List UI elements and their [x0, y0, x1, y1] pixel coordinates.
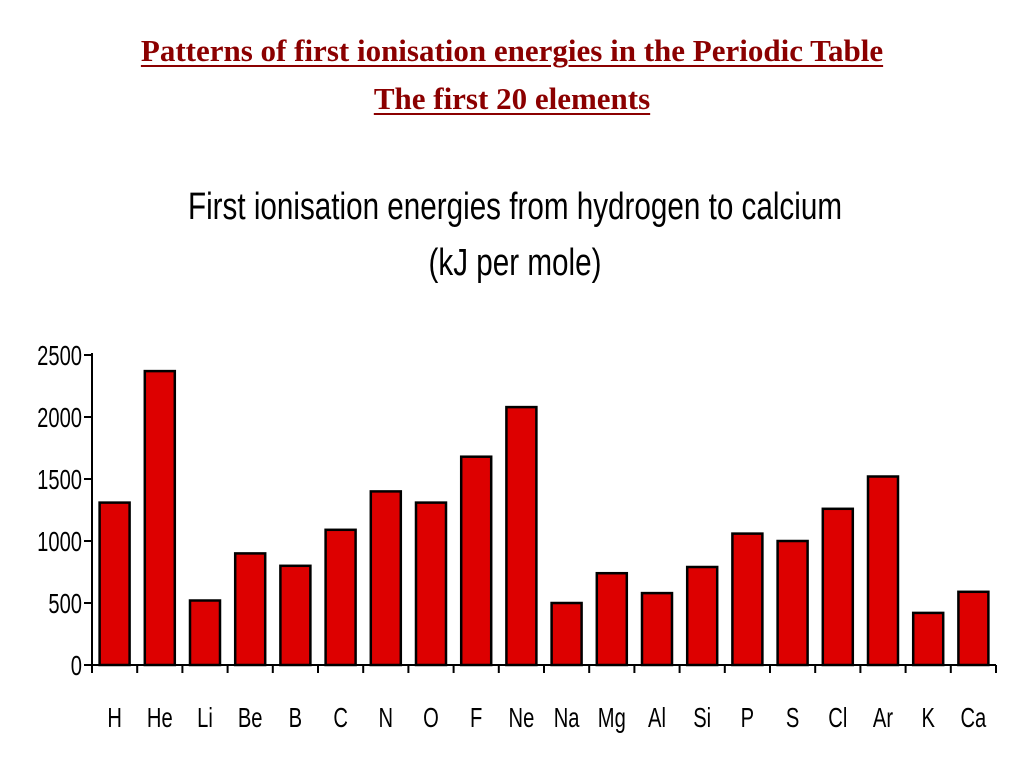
x-tick-label-li: Li: [197, 703, 213, 734]
x-tick-label-b: B: [289, 703, 302, 734]
y-tick-label: 1500: [37, 465, 82, 496]
bar-be: [233, 552, 267, 667]
bar-si: [685, 565, 719, 667]
x-tick-label-ar: Ar: [873, 703, 893, 734]
bar-b: [279, 564, 312, 667]
bar-ne: [505, 405, 538, 667]
bar-al: [640, 591, 674, 667]
bar-ar: [866, 475, 900, 667]
x-tick-label-he: He: [147, 703, 173, 734]
x-tick-label-cl: Cl: [828, 703, 847, 734]
x-tick-label-f: F: [470, 703, 482, 734]
x-tick-label-n: N: [379, 703, 394, 734]
x-tick-label-p: P: [741, 703, 754, 734]
bar-mg: [595, 571, 629, 667]
x-tick-label-al: Al: [648, 703, 666, 734]
x-tick-label-o: O: [423, 703, 439, 734]
y-tick-label: 500: [48, 589, 82, 620]
bar-he: [143, 369, 177, 667]
x-tick-label-si: Si: [693, 703, 711, 734]
chart-subtitle: (kJ per mole): [428, 242, 602, 284]
bar-o: [414, 501, 448, 667]
x-axis-ticks: H He Li Be B C N O F Ne Na Mg Al Si P S Cl Ar K Ca: [91, 665, 997, 734]
x-tick-label-ne: Ne: [509, 703, 535, 734]
y-axis-ticks: 0 500 1000 1500 2000 2500: [37, 341, 92, 682]
x-tick-label-mg: Mg: [598, 703, 626, 734]
bars: [98, 369, 990, 667]
bar-n: [369, 490, 403, 667]
bar-h: [98, 501, 131, 667]
x-tick-label-h: H: [107, 703, 122, 734]
bar-s: [776, 539, 809, 667]
x-tick-label-be: Be: [238, 703, 263, 734]
x-tick-label-na: Na: [554, 703, 580, 734]
chart-title: First ionisation energies from hydrogen …: [187, 186, 843, 228]
bar-c: [324, 528, 357, 667]
y-tick-label: 1000: [37, 527, 82, 558]
slide-title: Patterns of first ionisation energies in…: [140, 33, 884, 68]
bar-ca: [957, 590, 990, 667]
x-tick-label-c: C: [333, 703, 348, 734]
bar-k: [911, 611, 945, 667]
bar-na: [550, 601, 583, 667]
y-tick-label: 0: [71, 651, 82, 682]
y-tick-label: 2000: [37, 403, 82, 434]
x-tick-label-s: S: [786, 703, 799, 734]
x-tick-label-ca: Ca: [961, 703, 987, 734]
bar-p: [731, 532, 764, 667]
x-tick-label-k: K: [921, 703, 934, 734]
y-tick-label: 2500: [37, 341, 82, 372]
axes: [91, 353, 996, 666]
bar-li: [188, 599, 222, 667]
bar-cl: [821, 507, 855, 667]
slide-subtitle: The first 20 elements: [373, 81, 651, 116]
bar-f: [459, 455, 493, 667]
